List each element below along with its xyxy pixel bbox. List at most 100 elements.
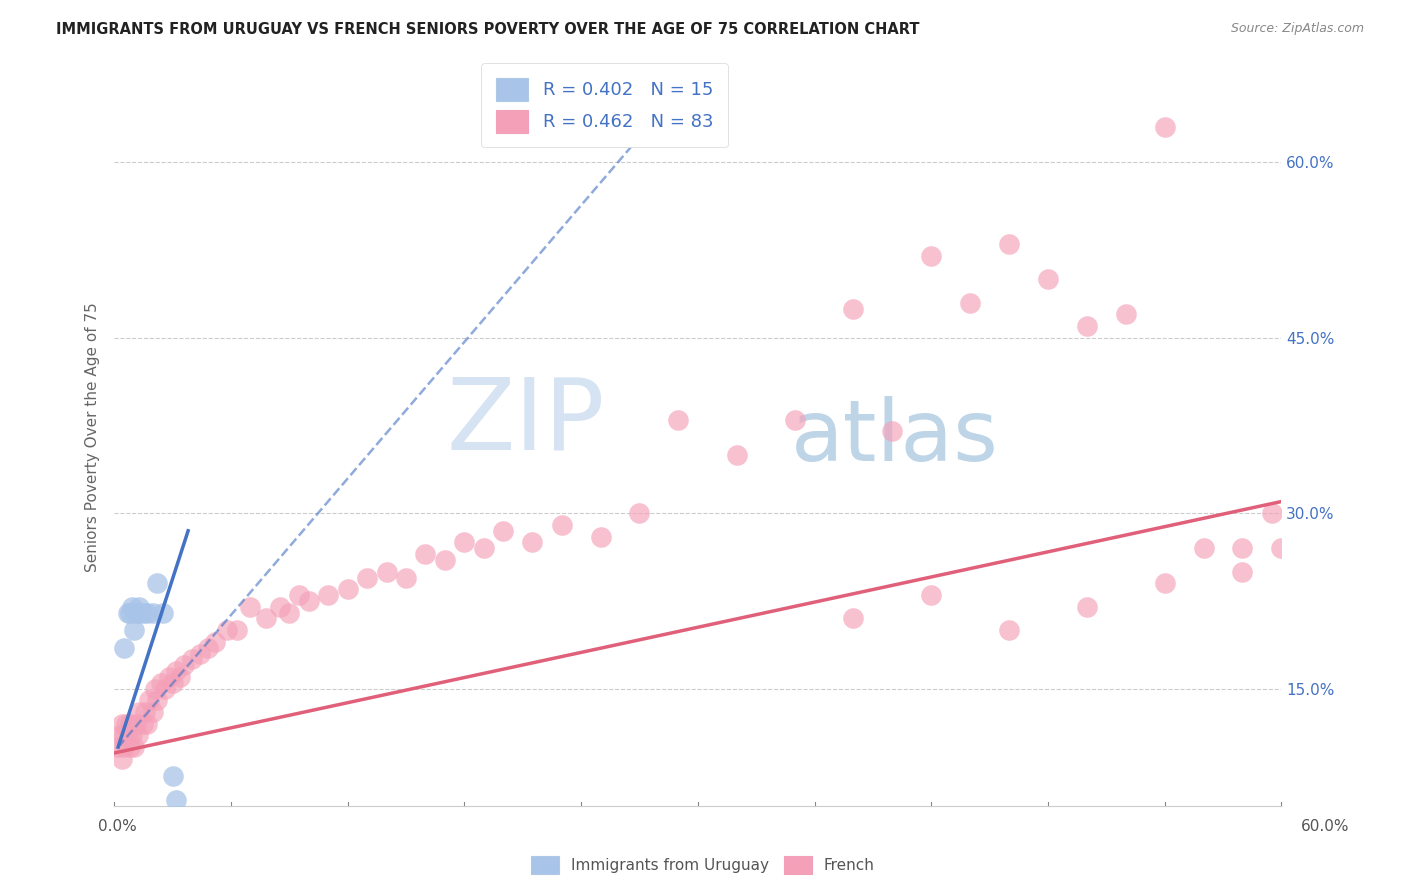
Point bbox=[882, 425, 904, 439]
Point bbox=[254, 611, 277, 625]
Point bbox=[1270, 541, 1292, 556]
Point bbox=[1153, 576, 1175, 591]
Point bbox=[1153, 120, 1175, 135]
Text: ZIP: ZIP bbox=[446, 374, 605, 471]
Point bbox=[169, 670, 191, 684]
Point bbox=[783, 412, 806, 426]
Point bbox=[589, 530, 612, 544]
Point bbox=[117, 729, 139, 743]
Point bbox=[356, 570, 378, 584]
Point bbox=[112, 740, 135, 755]
Legend: R = 0.402   N = 15, R = 0.462   N = 83: R = 0.402 N = 15, R = 0.462 N = 83 bbox=[481, 63, 727, 147]
Text: 0.0%: 0.0% bbox=[98, 819, 138, 834]
Point bbox=[111, 752, 134, 766]
Point bbox=[204, 635, 226, 649]
Point bbox=[472, 541, 495, 556]
Point bbox=[188, 647, 211, 661]
Text: Source: ZipAtlas.com: Source: ZipAtlas.com bbox=[1230, 22, 1364, 36]
Point bbox=[415, 547, 437, 561]
Point bbox=[162, 769, 184, 783]
Point bbox=[107, 740, 129, 755]
Point bbox=[153, 681, 176, 696]
Point bbox=[336, 582, 359, 597]
Point bbox=[173, 658, 195, 673]
Point bbox=[239, 599, 262, 614]
Point bbox=[316, 588, 339, 602]
Text: atlas: atlas bbox=[792, 396, 1000, 479]
Legend: Immigrants from Uruguay, French: Immigrants from Uruguay, French bbox=[524, 850, 882, 880]
Point bbox=[117, 606, 139, 620]
Point bbox=[269, 599, 291, 614]
Point bbox=[920, 588, 942, 602]
Point bbox=[215, 623, 238, 637]
Point bbox=[433, 553, 456, 567]
Point bbox=[1232, 565, 1254, 579]
Point bbox=[1348, 716, 1371, 731]
Point bbox=[132, 716, 155, 731]
Point bbox=[118, 716, 141, 731]
Point bbox=[152, 606, 174, 620]
Text: 60.0%: 60.0% bbox=[1302, 819, 1350, 834]
Text: IMMIGRANTS FROM URUGUAY VS FRENCH SENIORS POVERTY OVER THE AGE OF 75 CORRELATION: IMMIGRANTS FROM URUGUAY VS FRENCH SENIOR… bbox=[56, 22, 920, 37]
Point bbox=[628, 506, 651, 520]
Point bbox=[142, 705, 165, 719]
Point bbox=[197, 640, 219, 655]
Point bbox=[725, 448, 748, 462]
Point bbox=[127, 606, 149, 620]
Point bbox=[108, 729, 131, 743]
Point bbox=[1289, 716, 1312, 731]
Point bbox=[157, 670, 180, 684]
Point bbox=[128, 599, 150, 614]
Point bbox=[118, 606, 141, 620]
Point bbox=[278, 606, 301, 620]
Point bbox=[375, 565, 398, 579]
Point bbox=[124, 606, 146, 620]
Y-axis label: Seniors Poverty Over the Age of 75: Seniors Poverty Over the Age of 75 bbox=[86, 302, 100, 572]
Point bbox=[149, 676, 172, 690]
Point bbox=[146, 693, 169, 707]
Point bbox=[842, 611, 865, 625]
Point bbox=[128, 705, 150, 719]
Point bbox=[1192, 541, 1215, 556]
Point bbox=[127, 729, 149, 743]
Point bbox=[111, 716, 134, 731]
Point bbox=[492, 524, 515, 538]
Point bbox=[142, 606, 165, 620]
Point bbox=[136, 606, 159, 620]
Point bbox=[1115, 307, 1137, 321]
Point bbox=[165, 793, 187, 807]
Point bbox=[920, 249, 942, 263]
Point bbox=[959, 295, 981, 310]
Point bbox=[112, 640, 135, 655]
Point bbox=[842, 301, 865, 316]
Point bbox=[181, 652, 204, 666]
Point bbox=[395, 570, 418, 584]
Point bbox=[112, 729, 135, 743]
Point bbox=[1076, 599, 1098, 614]
Point bbox=[1232, 541, 1254, 556]
Point bbox=[998, 237, 1021, 252]
Point bbox=[122, 740, 145, 755]
Point bbox=[1076, 319, 1098, 334]
Point bbox=[1260, 506, 1282, 520]
Point bbox=[522, 535, 544, 549]
Point bbox=[288, 588, 311, 602]
Point bbox=[118, 740, 141, 755]
Point bbox=[146, 576, 169, 591]
Point bbox=[132, 606, 155, 620]
Point bbox=[136, 716, 159, 731]
Point bbox=[1036, 272, 1059, 286]
Point bbox=[453, 535, 475, 549]
Point bbox=[1329, 705, 1351, 719]
Point bbox=[550, 517, 572, 532]
Point bbox=[165, 664, 187, 678]
Point bbox=[122, 623, 145, 637]
Point bbox=[1309, 541, 1331, 556]
Point bbox=[998, 623, 1021, 637]
Point bbox=[138, 693, 160, 707]
Point bbox=[143, 681, 166, 696]
Point bbox=[121, 729, 143, 743]
Point bbox=[162, 676, 184, 690]
Point bbox=[1368, 541, 1391, 556]
Point bbox=[121, 599, 143, 614]
